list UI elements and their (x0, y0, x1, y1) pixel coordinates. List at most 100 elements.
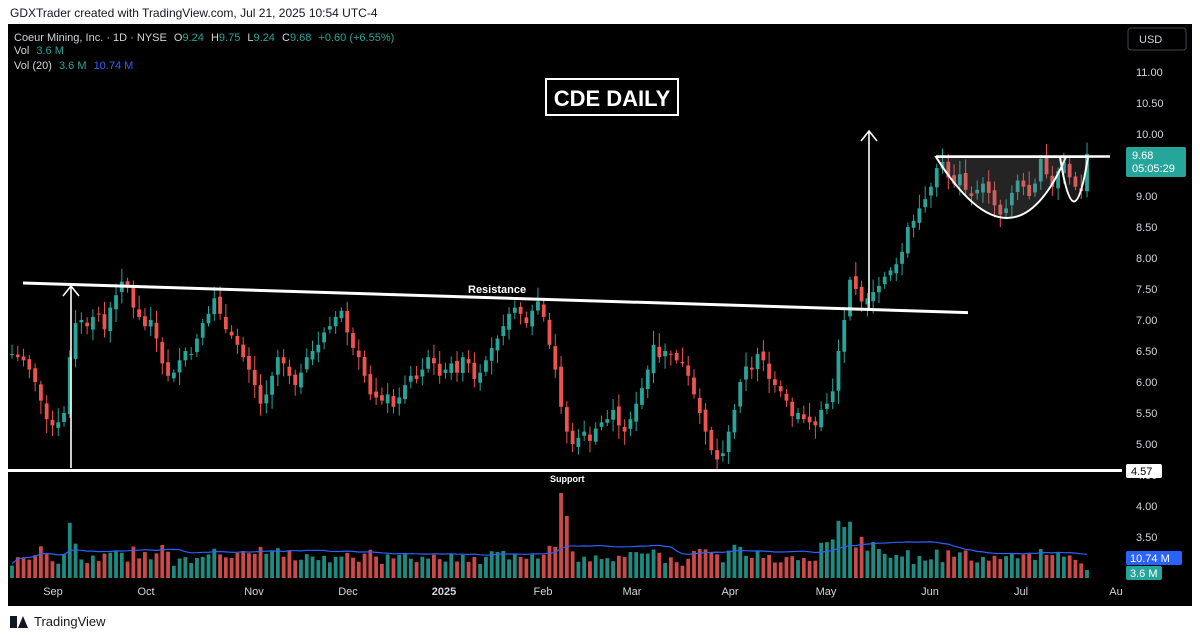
candle-body (449, 363, 454, 373)
candle-body (131, 288, 136, 308)
candle-body (853, 276, 858, 289)
volume-bar (27, 559, 32, 578)
candle-body (784, 393, 789, 401)
candle-body (345, 311, 350, 333)
x-tick-label: Sep (43, 586, 63, 598)
candle-body (709, 430, 714, 451)
candle-body (518, 306, 523, 314)
volume-bar (830, 539, 835, 578)
volume-bar (356, 561, 361, 578)
volume-bar (293, 560, 298, 578)
volume-bar (934, 549, 939, 578)
volume-bar (241, 551, 246, 578)
candle-body (223, 316, 228, 330)
volume-bar (206, 554, 211, 578)
candle-body (397, 397, 402, 404)
candle-body (790, 401, 795, 417)
volume-bar (767, 554, 772, 578)
candle-body (73, 323, 78, 360)
volume-bar (836, 520, 841, 578)
volume-bar (143, 552, 147, 578)
volume-bar (38, 546, 43, 578)
legend-vol: 3.6 M (36, 45, 64, 57)
volume-bar (611, 561, 615, 578)
candle-body (692, 377, 696, 395)
volume-bar (1027, 553, 1032, 578)
legend-high: 9.75 (219, 32, 240, 44)
volume-bar (680, 565, 685, 578)
legend-close: 9.68 (290, 32, 311, 44)
candle-body (322, 332, 326, 343)
volume-bar (189, 563, 194, 578)
x-tick-label: Mar (623, 586, 642, 598)
chart-panel[interactable]: Resistance Support CDE DAILY Coeur Minin… (8, 24, 1192, 606)
volume-bar (588, 561, 592, 578)
candle-body (564, 407, 569, 432)
y-tick-label: 9.00 (1136, 191, 1157, 203)
volume-bar (460, 554, 465, 578)
volume-bar (50, 561, 55, 578)
candle-body (426, 357, 431, 369)
candle-body (33, 368, 38, 382)
volume-bar (512, 554, 517, 578)
candle-body (952, 175, 956, 184)
volume-bar (957, 552, 962, 578)
volume-bar (686, 558, 691, 578)
volume-bar (166, 551, 170, 578)
candle-body (478, 372, 483, 383)
x-tick-label: Apr (721, 586, 738, 598)
volume-bar (900, 556, 904, 578)
volume-bar (842, 526, 847, 578)
candle-body (536, 301, 540, 311)
candle-body (212, 298, 217, 315)
y-tick-label: 5.50 (1136, 408, 1157, 420)
volume-bar (709, 552, 714, 578)
svg-text:10.74 M: 10.74 M (1130, 553, 1170, 565)
candle-body (189, 354, 194, 356)
volume-bar (518, 556, 523, 578)
candle-body (917, 208, 922, 223)
volume-bar (304, 554, 309, 578)
volume-bar (570, 551, 575, 578)
candle-body (1067, 163, 1072, 178)
svg-text:USD: USD (1139, 34, 1162, 46)
volume-bar (593, 555, 598, 578)
volume-bar (507, 559, 511, 578)
candle-body (767, 363, 772, 379)
tradingview-logo[interactable]: TradingView (10, 614, 106, 629)
volume-bar (871, 541, 876, 578)
volume-bar (44, 554, 49, 578)
volume-bar (171, 565, 176, 578)
breakout-arrow (860, 129, 878, 310)
volume-bar (351, 557, 355, 578)
volume-bar (235, 552, 240, 578)
legend-open: 9.24 (182, 32, 203, 44)
candle-body (859, 286, 864, 302)
left-arrow (62, 284, 80, 468)
volume-bar (582, 556, 587, 578)
volume-bar (484, 556, 488, 578)
candle-body (726, 431, 731, 453)
x-tick-label: Nov (244, 586, 264, 598)
candle-body (900, 251, 904, 264)
volume-bar (96, 561, 101, 578)
candle-body (183, 351, 188, 361)
candle-body (333, 316, 338, 327)
tradingview-brand: TradingView (34, 614, 106, 629)
volume-bar (247, 553, 251, 578)
currency-button[interactable]: USD (1127, 27, 1187, 51)
candle-body (622, 426, 627, 432)
candle-body (668, 353, 673, 355)
volume-bar (576, 561, 581, 578)
candle-body (530, 310, 535, 327)
volume-bar (1056, 553, 1061, 578)
candle-body (166, 362, 170, 376)
volume-bar (73, 543, 78, 578)
volume-bar (1085, 570, 1089, 578)
volume-bar (657, 552, 662, 578)
candle-body (229, 331, 234, 336)
y-tick-label: 6.00 (1136, 377, 1157, 389)
price-chart[interactable]: Resistance Support CDE DAILY Coeur Minin… (8, 24, 1192, 606)
volume-bar (796, 560, 800, 578)
volume-bar (790, 556, 795, 578)
